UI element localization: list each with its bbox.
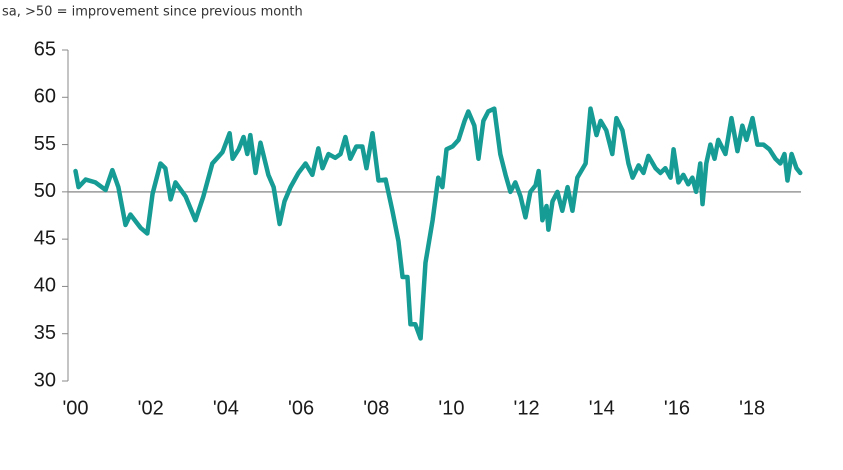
x-tick-label: '12 [514,397,540,419]
x-tick-label: '02 [138,397,164,419]
y-tick-label: 55 [34,133,56,155]
x-tick-label: '10 [438,397,464,419]
x-tick-label: '14 [589,397,615,419]
x-tick-label: '08 [363,397,389,419]
y-tick-label: 65 [34,38,56,60]
y-tick-label: 30 [34,369,56,391]
y-tick-label: 35 [34,322,56,344]
x-tick-label: '16 [664,397,690,419]
data-line [73,106,803,341]
x-tick-label: '18 [739,397,765,419]
y-tick-label: 40 [34,275,56,297]
y-tick-label: 45 [34,227,56,249]
chart-subtitle: sa, >50 = improvement since previous mon… [2,5,303,20]
x-tick-label: '04 [213,397,239,419]
x-tick-label: '00 [62,397,88,419]
y-tick-label: 60 [34,86,56,108]
y-tick-label: 50 [34,180,56,202]
x-tick-label: '06 [288,397,314,419]
